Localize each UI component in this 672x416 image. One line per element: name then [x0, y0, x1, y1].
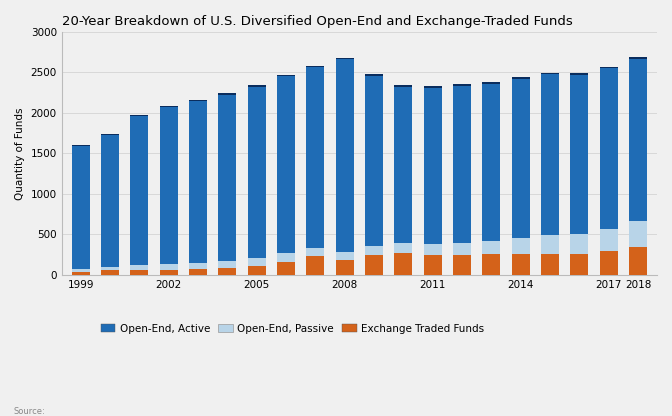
Bar [130, 265, 149, 270]
Bar [511, 77, 530, 79]
Bar [541, 254, 559, 275]
Bar [247, 258, 266, 265]
Bar [306, 66, 325, 248]
Bar [306, 256, 325, 275]
Bar [511, 238, 530, 254]
Bar [101, 134, 119, 136]
Bar [423, 86, 442, 88]
Bar [306, 248, 325, 256]
Bar [277, 253, 295, 262]
Bar [130, 270, 149, 275]
Bar [101, 134, 119, 267]
Bar [541, 73, 559, 74]
Bar [599, 251, 618, 275]
Bar [160, 265, 178, 270]
Bar [511, 254, 530, 275]
Bar [218, 261, 237, 267]
Bar [394, 253, 413, 275]
Bar [511, 77, 530, 238]
Bar [629, 57, 647, 220]
Bar [72, 272, 90, 275]
Bar [189, 269, 207, 275]
Bar [423, 244, 442, 255]
Bar [599, 67, 618, 68]
Bar [599, 229, 618, 251]
Bar [189, 263, 207, 269]
Bar [277, 262, 295, 275]
Bar [335, 252, 353, 260]
Bar [335, 58, 353, 252]
Bar [571, 73, 589, 75]
Bar [453, 255, 471, 275]
Bar [306, 66, 325, 67]
Bar [160, 270, 178, 275]
Bar [365, 255, 383, 275]
Bar [394, 85, 413, 87]
Bar [541, 73, 559, 235]
Bar [482, 82, 501, 241]
Bar [101, 270, 119, 275]
Bar [365, 246, 383, 255]
Bar [72, 269, 90, 272]
Bar [394, 243, 413, 253]
Bar [189, 100, 207, 102]
Bar [277, 75, 295, 76]
Bar [247, 85, 266, 258]
Bar [482, 82, 501, 84]
Bar [72, 144, 90, 146]
Bar [247, 265, 266, 275]
Bar [482, 241, 501, 254]
Bar [423, 255, 442, 275]
Bar [629, 247, 647, 275]
Bar [160, 106, 178, 265]
Bar [335, 260, 353, 275]
Bar [571, 73, 589, 234]
Legend: Open-End, Active, Open-End, Passive, Exchange Traded Funds: Open-End, Active, Open-End, Passive, Exc… [97, 319, 488, 338]
Bar [365, 74, 383, 246]
Bar [541, 235, 559, 254]
Bar [247, 85, 266, 87]
Bar [629, 57, 647, 59]
Bar [599, 67, 618, 229]
Bar [218, 93, 237, 94]
Bar [453, 243, 471, 255]
Text: Source:: Source: [13, 407, 45, 416]
Bar [394, 85, 413, 243]
Bar [277, 75, 295, 253]
Bar [218, 267, 237, 275]
Bar [189, 100, 207, 263]
Bar [335, 58, 353, 59]
Y-axis label: Quantity of Funds: Quantity of Funds [15, 107, 25, 200]
Bar [453, 84, 471, 243]
Text: 20-Year Breakdown of U.S. Diversified Open-End and Exchange-Traded Funds: 20-Year Breakdown of U.S. Diversified Op… [62, 15, 573, 28]
Bar [453, 84, 471, 86]
Bar [130, 114, 149, 116]
Bar [482, 254, 501, 275]
Bar [423, 86, 442, 244]
Bar [130, 114, 149, 265]
Bar [571, 234, 589, 254]
Bar [72, 144, 90, 269]
Bar [365, 74, 383, 76]
Bar [101, 267, 119, 270]
Bar [160, 106, 178, 107]
Bar [571, 254, 589, 275]
Bar [629, 220, 647, 247]
Bar [218, 93, 237, 261]
